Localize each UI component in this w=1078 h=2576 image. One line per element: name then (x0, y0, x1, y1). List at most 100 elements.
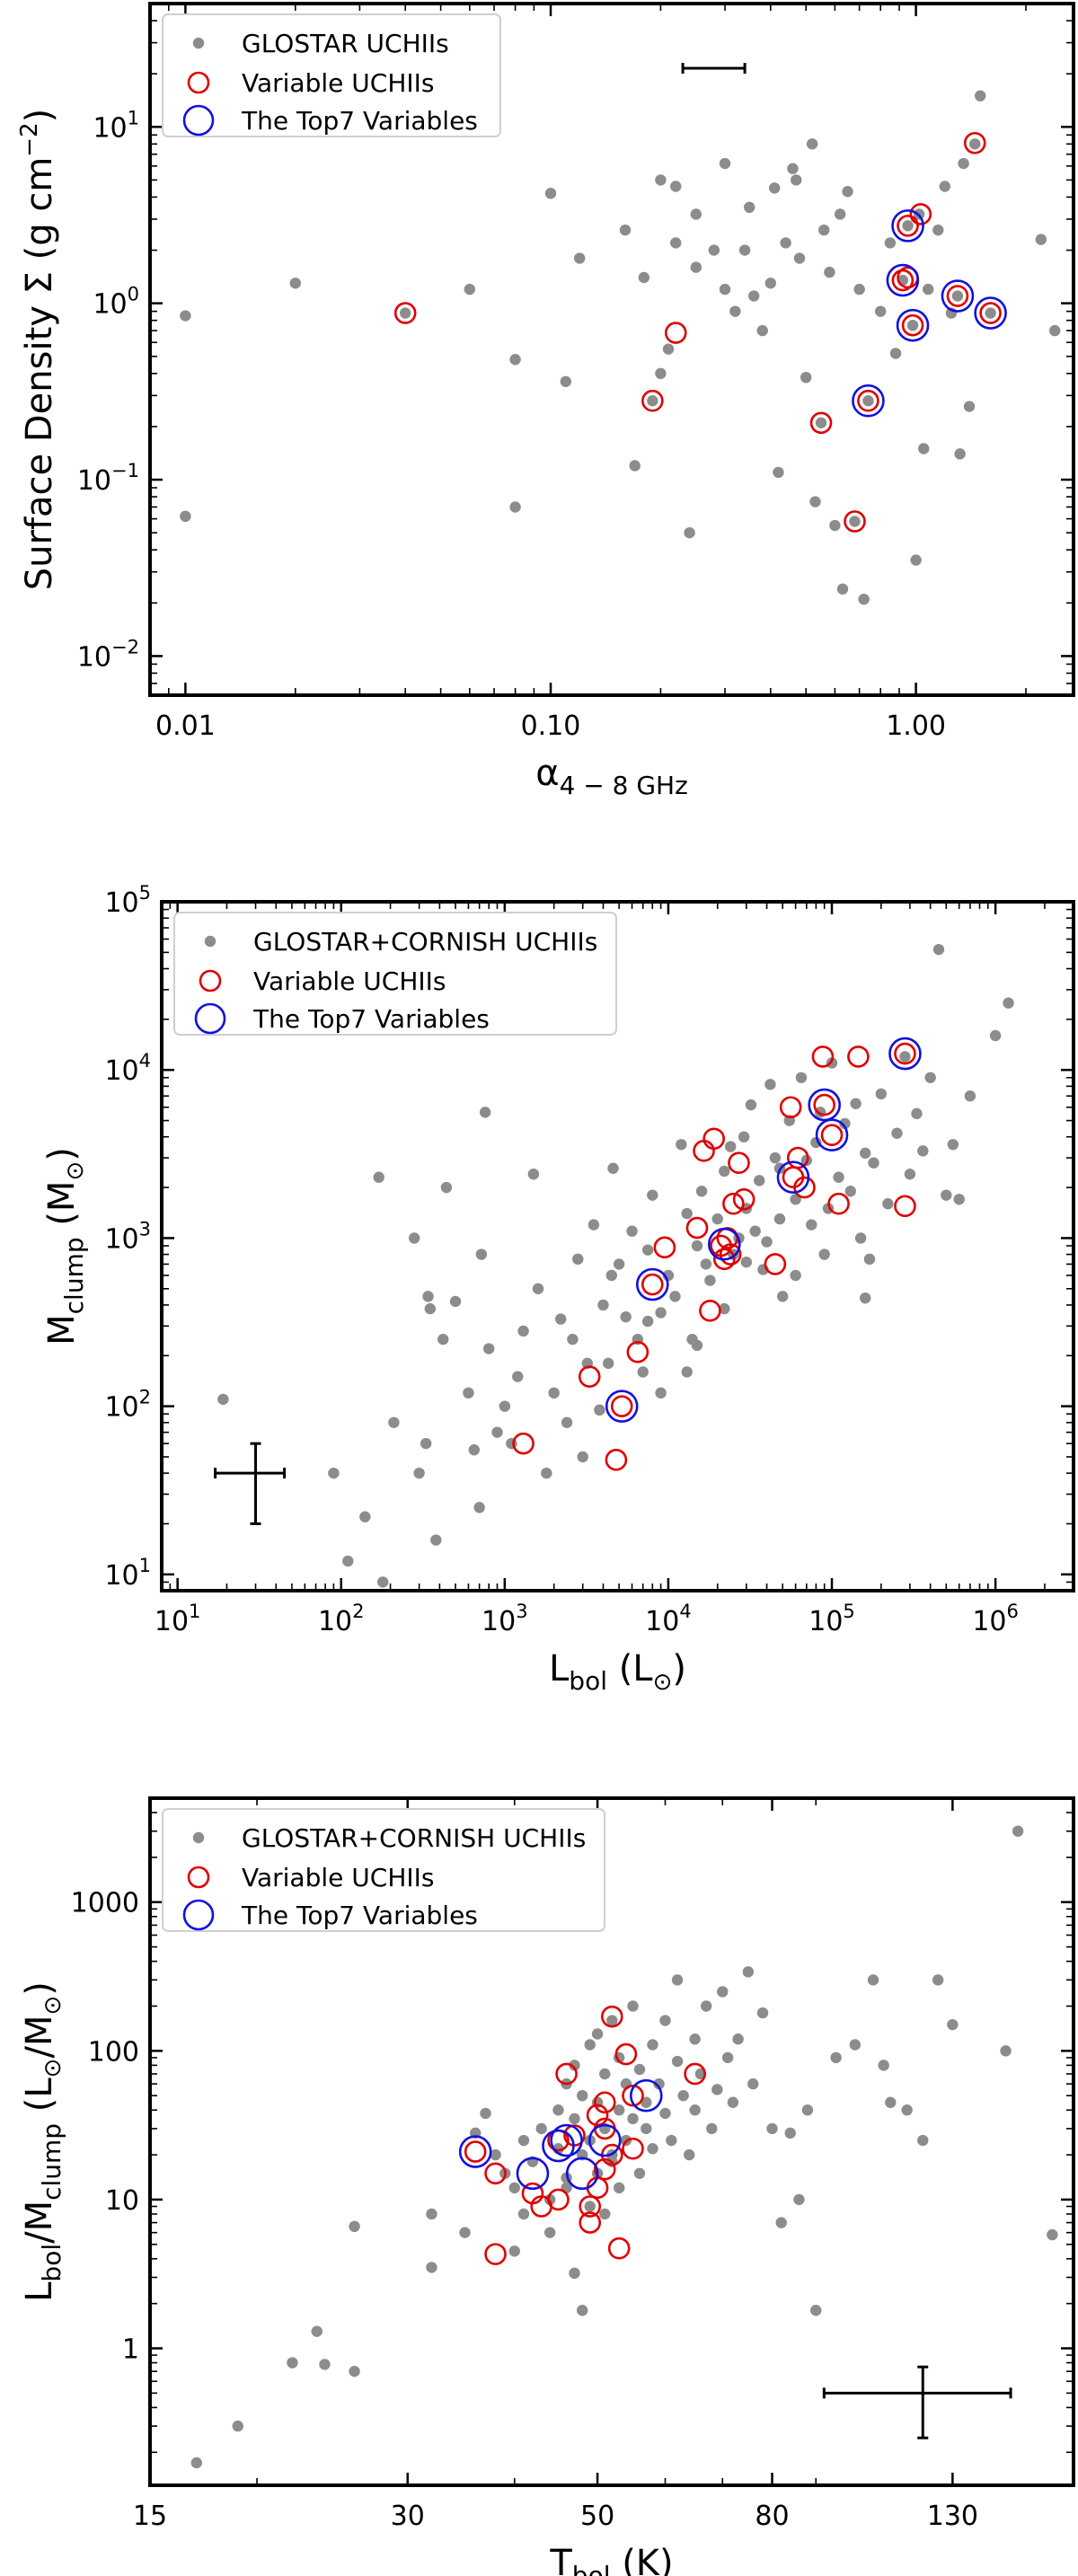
uchii-point (473, 1502, 485, 1513)
top7-variable-marker (808, 1088, 841, 1122)
uchii-point (468, 1444, 480, 1456)
uchii-point (659, 2015, 671, 2026)
y-tick-label: 10−1 (77, 460, 139, 497)
uchii-point (963, 401, 976, 412)
variable-uchii-marker (732, 1187, 755, 1211)
x-tick-label: 103 (482, 1601, 528, 1637)
uchii-point (932, 1974, 944, 1986)
uchii-point (695, 1186, 708, 1197)
uchii-point (655, 1387, 667, 1399)
uchii-point (768, 182, 781, 194)
uchii-point (810, 1136, 822, 1149)
y-tick-label: 101 (104, 1555, 151, 1592)
uchii-point (708, 244, 720, 256)
variable-uchii-marker (586, 2104, 609, 2127)
variable-uchii-marker (702, 1127, 725, 1151)
x-tick-label: 15 (133, 2501, 167, 2532)
uchii-point (655, 1307, 667, 1319)
uchii-point (729, 305, 741, 317)
variable-uchii-marker (664, 322, 687, 344)
uchii-point (561, 1416, 573, 1428)
uchii-point (641, 2096, 652, 2108)
uchii-point (922, 283, 934, 296)
uchii-point (576, 2089, 588, 2102)
uchii-point (747, 290, 760, 302)
uchii-point (662, 343, 675, 355)
variable-uchii-marker (909, 203, 932, 225)
uchii-point (719, 157, 731, 170)
uchii-point (576, 2305, 588, 2316)
legend-red-marker (187, 1866, 210, 1889)
uchii-point (659, 2107, 671, 2120)
uchii-point (777, 1291, 789, 1302)
uchii-point (613, 2104, 625, 2116)
uchii-point (836, 583, 849, 595)
y-tick-label: 1000 (71, 1888, 139, 1919)
uchii-point (319, 2359, 331, 2370)
uchii-point (824, 266, 835, 278)
uchii-point (541, 1467, 552, 1479)
variable-uchii-marker (779, 1096, 802, 1119)
uchii-point (690, 208, 702, 220)
uchii-point (830, 2051, 842, 2064)
uchii-point (745, 1098, 757, 1111)
variable-uchii-marker (641, 389, 664, 412)
x-tick-label: 0.10 (521, 710, 581, 742)
uchii-point (569, 2060, 580, 2071)
uchii-point (932, 943, 945, 956)
uchii-point (684, 526, 695, 539)
top7-variable-marker (974, 296, 1007, 330)
variable-uchii-marker (722, 1192, 745, 1215)
y-tick-label: 104 (104, 1050, 151, 1087)
top7-variable-marker (815, 1118, 849, 1152)
uchii-point (584, 2201, 596, 2212)
x-tick-label: 130 (927, 2501, 978, 2532)
uchii-point (655, 174, 667, 186)
variable-uchii-marker (827, 1192, 850, 1215)
legend-grey-marker (192, 1831, 205, 1844)
variable-uchii-marker (607, 2236, 631, 2260)
variable-uchii-marker (699, 1299, 721, 1322)
top7-variable-marker (588, 2123, 622, 2157)
variable-uchii-marker (484, 2243, 507, 2265)
uchii-point (941, 1189, 952, 1201)
uchii-point (180, 510, 191, 523)
uchii-point (719, 1302, 730, 1315)
variable-uchii-marker (712, 1248, 736, 1271)
uchii-point (809, 496, 821, 507)
uchii-point (756, 324, 768, 337)
uchii-point (287, 2357, 298, 2369)
uchii-point (509, 354, 521, 366)
uchii-point (400, 307, 411, 319)
uchii-point (844, 1186, 856, 1197)
uchii-point (882, 1198, 894, 1210)
top7-variable-marker (886, 263, 920, 297)
uchii-point (569, 2113, 580, 2125)
uchii-point (815, 417, 827, 428)
panel-1: 0.01 0.10 1.00 10−2 10−1 100 101 GLOSTAR UCHIIs… (16, 2, 1075, 800)
variable-uchii-marker (601, 2005, 623, 2028)
y-axis-label: Lbol/Mclump (L⊙/M⊙) (19, 1981, 66, 2302)
uchii-point (700, 1258, 712, 1270)
uchii-point (619, 224, 632, 236)
x-tick-label: 0.01 (155, 710, 216, 742)
uchii-point (602, 1357, 614, 1370)
uchii-point (572, 1253, 584, 1266)
uchii-point (859, 1147, 871, 1160)
variable-uchii-marker (811, 1045, 835, 1068)
uchii-point (597, 1299, 609, 1311)
uchii-point (574, 252, 586, 264)
uchii-point (773, 1213, 786, 1225)
uchii-point (833, 1171, 844, 1183)
variable-uchii-marker (622, 2084, 644, 2107)
uchii-point (464, 283, 476, 296)
uchii-point (422, 1291, 434, 1302)
uchii-point (509, 501, 521, 513)
legend-label: GLOSTAR UCHIIs (242, 29, 449, 58)
uchii-point (924, 1072, 936, 1083)
uchii-point (684, 2148, 695, 2161)
uchii-point (689, 2104, 701, 2116)
uchii-point (599, 2068, 611, 2080)
uchii-point (599, 2208, 611, 2220)
